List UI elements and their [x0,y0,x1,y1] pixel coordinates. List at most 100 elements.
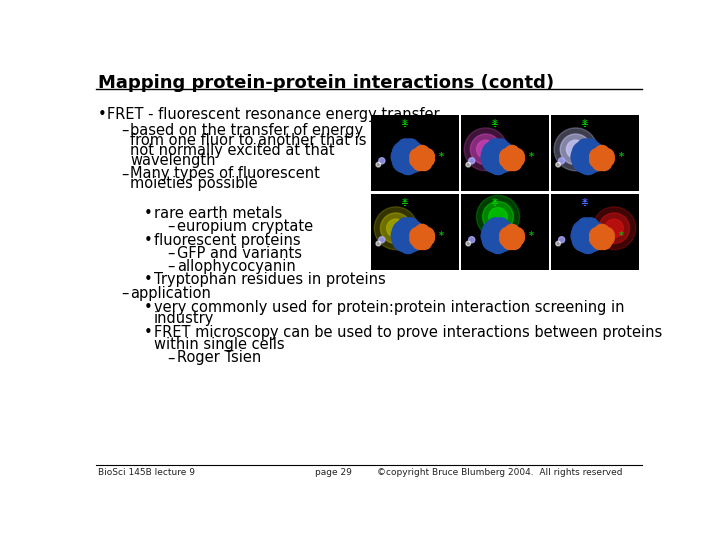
Text: ©copyright Bruce Blumberg 2004.  All rights reserved: ©copyright Bruce Blumberg 2004. All righ… [377,468,622,477]
Text: –: – [121,286,128,301]
Circle shape [418,148,434,165]
Circle shape [415,224,429,239]
Text: GFP and variants: GFP and variants [177,246,302,261]
Bar [551,194,639,271]
Circle shape [590,227,606,244]
Circle shape [508,148,524,165]
Text: •: • [144,233,153,248]
Circle shape [405,147,425,167]
Circle shape [491,220,513,243]
Circle shape [503,155,518,171]
Text: *: * [402,198,408,208]
Circle shape [466,241,471,246]
Circle shape [578,218,598,238]
Circle shape [477,140,495,159]
Bar [551,115,639,192]
Circle shape [482,142,513,172]
Circle shape [567,140,585,159]
Text: Mapping protein-protein interactions (contd): Mapping protein-protein interactions (co… [98,74,554,92]
Circle shape [488,218,508,238]
Circle shape [592,155,608,171]
Circle shape [596,234,612,249]
Circle shape [491,228,513,252]
Circle shape [580,220,603,243]
Text: *: * [528,231,534,241]
Circle shape [387,219,405,238]
Circle shape [577,218,593,233]
Circle shape [488,234,508,253]
Circle shape [503,234,518,249]
Circle shape [506,234,522,249]
Text: *: * [492,198,498,208]
Text: fluorescent proteins: fluorescent proteins [153,233,300,248]
Circle shape [491,141,513,164]
Circle shape [500,148,516,165]
Text: not normally excited at that: not normally excited at that [130,143,335,158]
Circle shape [595,224,609,239]
Text: –: – [121,123,128,138]
Circle shape [401,220,424,243]
Bar [372,194,459,271]
Circle shape [401,150,424,172]
Text: *: * [582,198,588,208]
Text: page 29: page 29 [315,468,351,477]
Circle shape [499,226,514,241]
Circle shape [487,218,503,233]
Circle shape [583,139,598,154]
Text: –: – [168,246,175,261]
Circle shape [398,155,418,174]
Text: BioSci 145B lecture 9: BioSci 145B lecture 9 [98,468,194,477]
Text: *: * [618,231,624,241]
Text: moieties possible: moieties possible [130,177,258,192]
Text: based on the transfer of energy: based on the transfer of energy [130,123,364,138]
Circle shape [470,134,501,165]
Circle shape [464,128,508,171]
Circle shape [578,234,598,253]
Circle shape [572,141,595,164]
Circle shape [477,195,520,238]
Circle shape [398,139,418,159]
Circle shape [401,141,424,164]
Circle shape [376,163,381,167]
Text: *: * [439,231,444,241]
Circle shape [415,145,429,160]
Circle shape [501,226,523,248]
Text: *: * [492,119,498,129]
Circle shape [572,142,603,172]
Circle shape [556,163,560,167]
Circle shape [556,241,560,246]
Circle shape [572,221,603,251]
Circle shape [410,227,426,244]
Circle shape [585,147,605,167]
Circle shape [598,227,614,244]
Circle shape [398,218,418,238]
Text: rare earth metals: rare earth metals [153,206,282,221]
Text: –: – [168,350,175,366]
Circle shape [403,139,418,154]
Circle shape [601,232,614,245]
Circle shape [499,147,514,162]
Circle shape [391,147,411,167]
Circle shape [482,150,505,172]
Circle shape [405,226,425,246]
Circle shape [397,139,413,154]
Circle shape [599,213,629,244]
Text: *: * [528,152,534,162]
Circle shape [392,220,415,243]
Circle shape [511,153,524,166]
Circle shape [398,234,418,253]
Circle shape [493,139,508,154]
Circle shape [554,128,597,171]
Circle shape [482,221,513,251]
Circle shape [595,145,609,160]
Text: FRET microscopy can be used to prove interactions between proteins: FRET microscopy can be used to prove int… [153,325,662,340]
Circle shape [482,147,498,162]
Circle shape [481,226,501,246]
Circle shape [500,227,516,244]
Circle shape [482,201,513,232]
Circle shape [410,148,426,165]
Circle shape [605,219,624,238]
Circle shape [493,218,508,233]
Circle shape [487,139,503,154]
Circle shape [572,147,588,162]
